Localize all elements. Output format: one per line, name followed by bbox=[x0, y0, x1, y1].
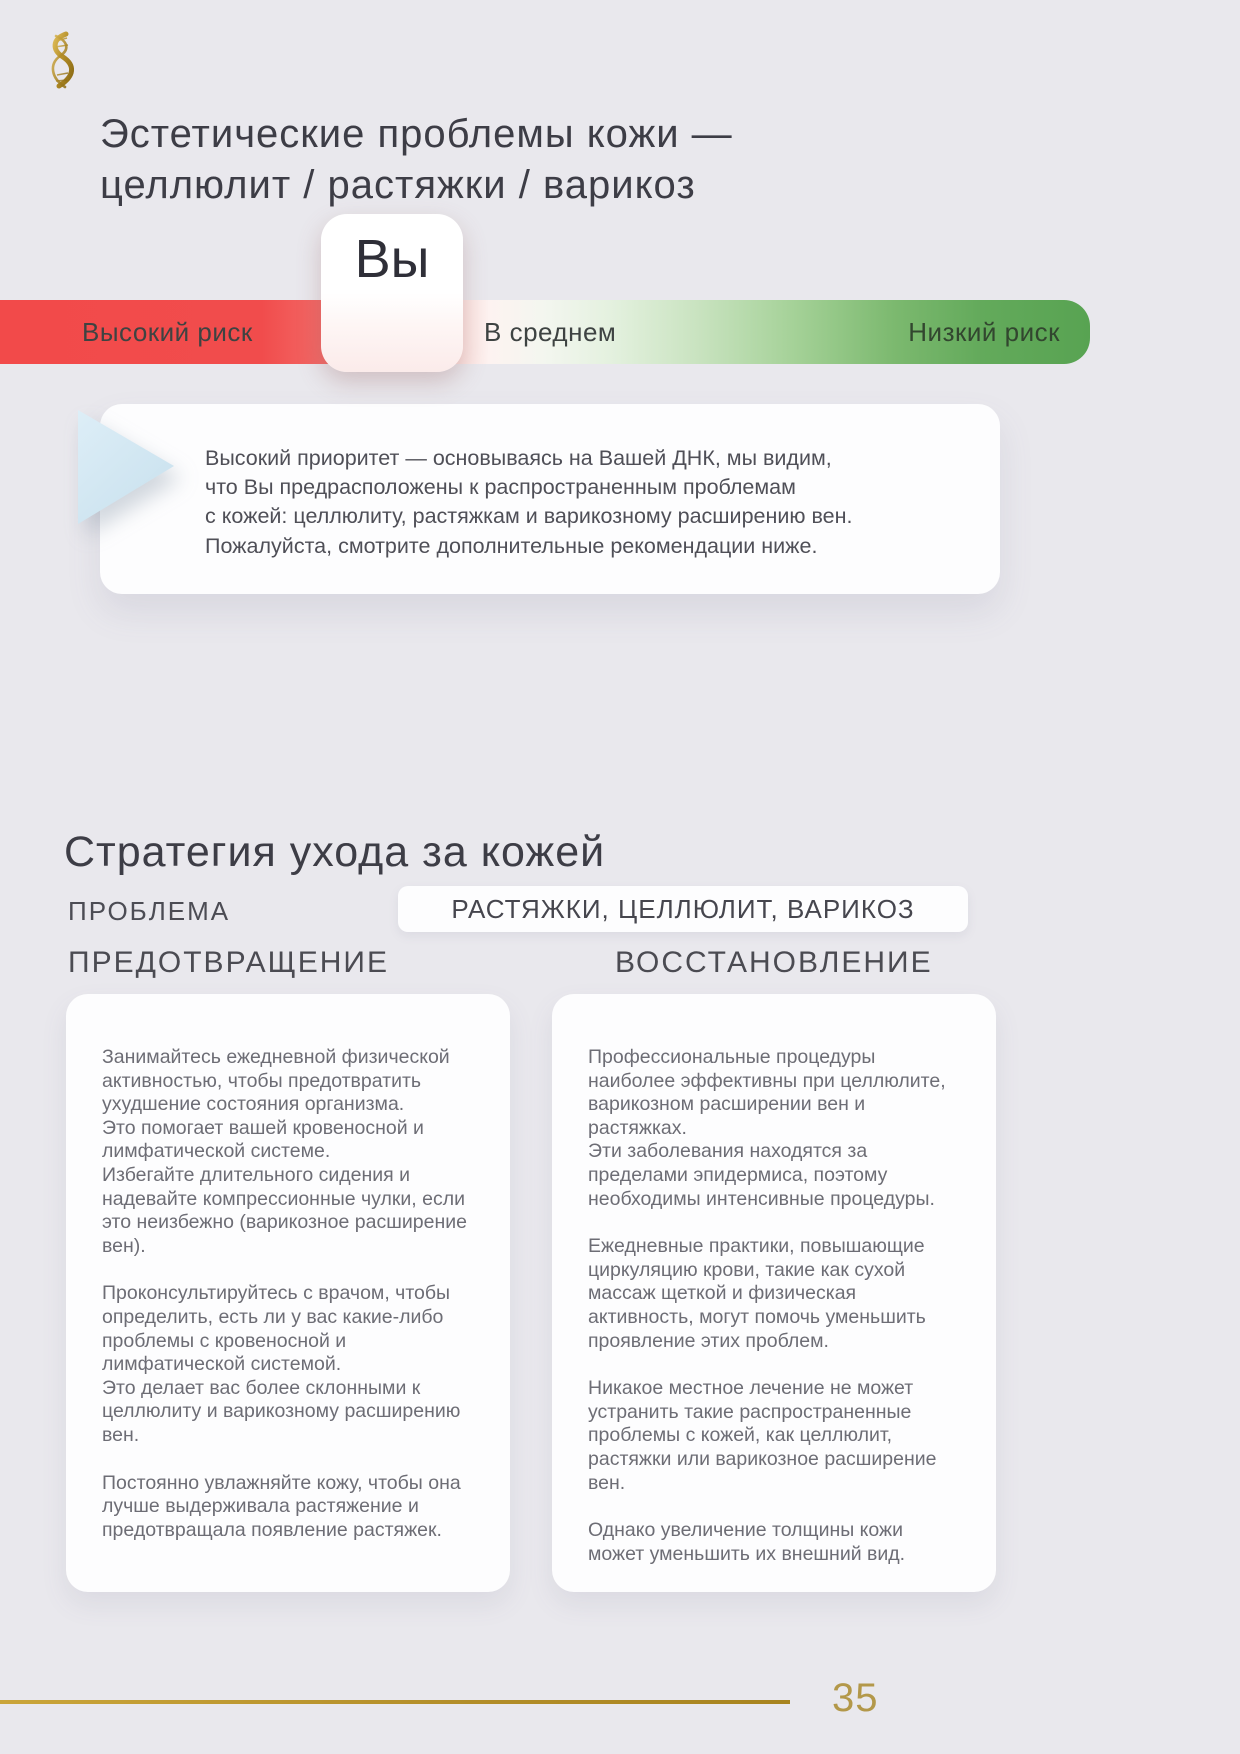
recovery-paragraph: Ежедневные практики, повышающие циркуляц… bbox=[588, 1235, 926, 1352]
page-number: 35 bbox=[832, 1676, 879, 1720]
recovery-paragraph: Никакое местное лечение не может устрани… bbox=[588, 1377, 937, 1494]
recovery-header: ВОССТАНОВЛЕНИЕ bbox=[615, 946, 933, 979]
prevention-header: ПРЕДОТВРАЩЕНИЕ bbox=[68, 946, 389, 979]
prevention-paragraph: Постоянно увлажняйте кожу, чтобы она луч… bbox=[102, 1471, 461, 1541]
prevention-paragraph: Занимайтесь ежедневной физической активн… bbox=[102, 1046, 467, 1257]
section-title: Стратегия ухода за кожей bbox=[64, 827, 606, 876]
callout-arrow-icon bbox=[78, 410, 174, 524]
problem-value-pill: РАСТЯЖКИ, ЦЕЛЛЮЛИТ, ВАРИКОЗ bbox=[398, 886, 968, 932]
recovery-paragraph: Однако увеличение толщины кожи может уме… bbox=[588, 1519, 906, 1565]
footer-divider-line bbox=[0, 1700, 790, 1704]
priority-callout-card bbox=[100, 404, 1000, 594]
risk-label-low: Низкий риск bbox=[908, 316, 1060, 347]
prevention-card: Занимайтесь ежедневной физической активн… bbox=[66, 994, 510, 1592]
recovery-card: Профессиональные процедуры наиболее эффе… bbox=[552, 994, 996, 1592]
priority-callout-text: Высокий приоритет — основываясь на Вашей… bbox=[205, 446, 853, 558]
prevention-paragraph: Проконсультируйтесь с врачом, чтобы опре… bbox=[102, 1282, 461, 1446]
user-risk-marker-label: Вы bbox=[354, 229, 430, 289]
recovery-paragraph: Профессиональные процедуры наиболее эффе… bbox=[588, 1046, 946, 1210]
dna-helix-logo-icon bbox=[51, 31, 74, 89]
page-title: Эстетические проблемы кожи — целлюлит / … bbox=[100, 111, 733, 207]
user-risk-marker: Вы bbox=[321, 214, 463, 372]
problem-label: ПРОБЛЕМА bbox=[68, 896, 231, 926]
risk-label-medium: В среднем bbox=[484, 316, 617, 347]
risk-label-high: Высокий риск bbox=[82, 316, 253, 347]
risk-gradient-bar: Высокий риск В среднем Низкий риск bbox=[0, 300, 1090, 364]
